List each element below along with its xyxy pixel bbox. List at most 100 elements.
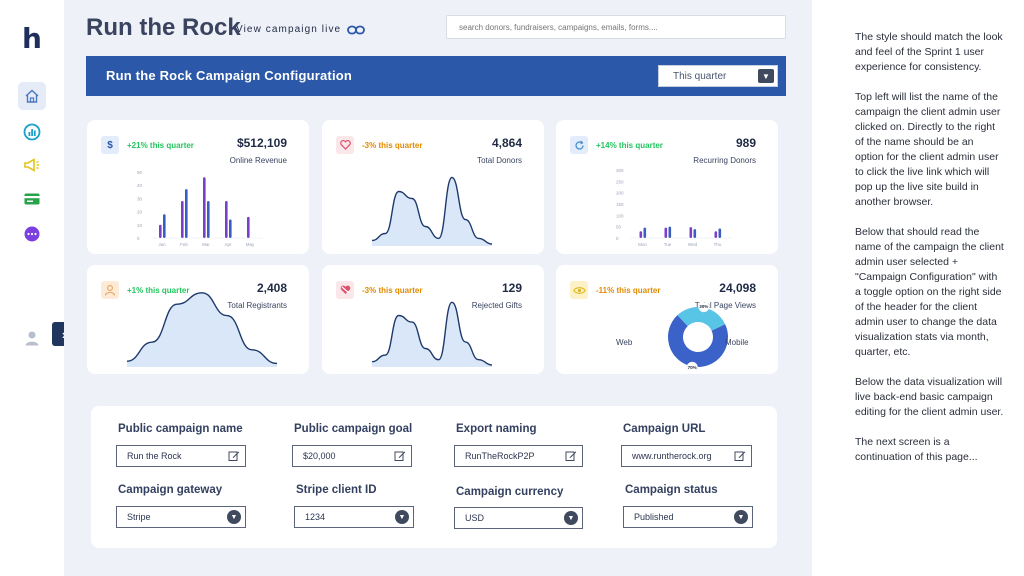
field-value: www.runtherock.org <box>632 451 712 461</box>
sidebar-item-more[interactable] <box>18 220 46 248</box>
pie-slice <box>677 307 726 331</box>
config-header-bar: Run the Rock Campaign Configuration This… <box>86 56 786 96</box>
stat-card-registrants: +1% this quarter 2,408 Total Registrants <box>87 265 309 374</box>
sidebar-item-profile[interactable] <box>18 324 46 352</box>
bar <box>181 201 184 238</box>
gateway-select[interactable]: Stripe ▼ <box>116 506 246 528</box>
export-naming-input[interactable]: RunTheRockP2P <box>454 445 583 467</box>
donors-area-chart <box>372 176 492 246</box>
more-icon <box>24 226 40 242</box>
pie-slice <box>668 315 728 367</box>
note-paragraph: The style should match the look and feel… <box>855 31 1003 73</box>
sidebar: h <box>0 0 64 576</box>
note-paragraph: Below that should read the name of the c… <box>855 226 1004 358</box>
note-paragraph: Top left will list the name of the campa… <box>855 91 1001 208</box>
stat-card-revenue: $ +21% this quarter $512,109 Online Reve… <box>87 120 309 254</box>
y-tick-label: 0 <box>137 236 140 241</box>
stat-card-pageviews: -11% this quarter 24,098 Total Page View… <box>556 265 778 374</box>
user-icon <box>101 281 119 299</box>
bar <box>689 227 693 238</box>
stat-change: -11% this quarter <box>596 286 661 295</box>
bar <box>693 229 697 238</box>
bar <box>247 216 250 238</box>
slice-label: Mobile <box>725 338 748 347</box>
bar <box>159 224 162 238</box>
stat-change: -3% this quarter <box>362 141 423 150</box>
stat-metric: Recurring Donors <box>693 156 756 165</box>
campaign-url-input[interactable]: www.runtherock.org <box>621 445 752 467</box>
status-select[interactable]: Published ▼ <box>623 506 753 528</box>
slice-badge <box>698 303 710 313</box>
bar <box>639 231 643 238</box>
y-tick-label: 30 <box>137 196 143 201</box>
design-notes: The style should match the look and feel… <box>855 30 1005 480</box>
y-tick-label: 50 <box>137 170 143 175</box>
field-value: $20,000 <box>303 451 336 461</box>
bar <box>714 231 718 238</box>
bar <box>203 177 206 238</box>
period-select[interactable]: This quarter ▼ <box>658 65 778 87</box>
stat-metric: Total Donors <box>477 156 522 165</box>
revenue-bar-chart: 50 40 30 20 10 0 Jan Feb Mar Apr May <box>137 170 263 247</box>
search-input[interactable] <box>446 15 786 39</box>
stat-value: 24,098 <box>719 281 756 295</box>
edit-icon[interactable] <box>734 450 746 462</box>
currency-select[interactable]: USD ▼ <box>454 507 583 529</box>
field-label: Campaign URL <box>623 423 706 435</box>
slice-badge <box>686 361 698 371</box>
stat-card-rejected: -3% this quarter 129 Rejected Gifts <box>322 265 544 374</box>
chevron-down-icon: ▼ <box>564 511 578 525</box>
stat-value: 129 <box>501 281 522 295</box>
x-tick-label: Wed <box>688 242 698 247</box>
edit-icon[interactable] <box>228 450 240 462</box>
sidebar-item-payments[interactable] <box>18 185 46 213</box>
bar <box>225 201 228 238</box>
chevron-down-icon: ▼ <box>395 510 409 524</box>
campaign-settings-form: Public campaign name Run the Rock Public… <box>91 406 777 548</box>
y-tick-label: 200 <box>616 191 624 196</box>
slice-label: Web <box>616 338 633 347</box>
period-select-value: This quarter <box>673 71 727 82</box>
y-tick-label: 20 <box>137 210 143 215</box>
chevron-down-icon: ▼ <box>734 510 748 524</box>
area-fill <box>372 177 492 246</box>
logo[interactable]: h <box>22 22 42 55</box>
bar <box>185 189 188 238</box>
stripe-client-id-select[interactable]: 1234 ▼ <box>294 506 414 528</box>
y-tick-label: 150 <box>616 202 624 207</box>
stat-metric: Total Registrants <box>227 301 287 310</box>
stat-metric: Rejected Gifts <box>471 301 522 310</box>
field-label: Public campaign goal <box>294 423 413 435</box>
chevron-down-icon: ▼ <box>227 510 241 524</box>
registrants-area-chart <box>127 292 277 367</box>
field-value: Published <box>634 512 674 522</box>
sidebar-item-analytics[interactable] <box>18 118 46 146</box>
rejected-area-chart <box>372 301 492 367</box>
stat-value: 989 <box>735 136 756 150</box>
stat-change: +1% this quarter <box>127 286 190 295</box>
bar <box>207 201 210 238</box>
campaign-goal-input[interactable]: $20,000 <box>292 445 412 467</box>
bar <box>668 226 672 238</box>
view-campaign-live-link[interactable]: View campaign live <box>236 24 366 35</box>
slice-percent-label: 70% <box>688 365 697 370</box>
x-tick-label: Feb <box>180 242 188 247</box>
home-icon <box>25 89 39 103</box>
field-value: Run the Rock <box>127 451 182 461</box>
refresh-icon <box>570 136 588 154</box>
stat-metric: Online Revenue <box>229 156 287 165</box>
bar <box>718 228 722 238</box>
link-icon <box>347 25 366 34</box>
edit-icon[interactable] <box>394 450 406 462</box>
chevron-down-icon: ▼ <box>758 69 774 83</box>
area-line <box>127 292 277 365</box>
y-tick-label: 100 <box>616 213 624 218</box>
sidebar-item-campaigns[interactable] <box>18 151 46 179</box>
stat-value: $512,109 <box>236 136 287 150</box>
edit-icon[interactable] <box>565 450 577 462</box>
area-fill <box>372 302 492 367</box>
sidebar-item-home[interactable] <box>18 82 46 110</box>
campaign-name-input[interactable]: Run the Rock <box>116 445 246 467</box>
x-tick-label: Mar <box>202 242 210 247</box>
note-paragraph: The next screen is a continuation of thi… <box>855 436 978 463</box>
